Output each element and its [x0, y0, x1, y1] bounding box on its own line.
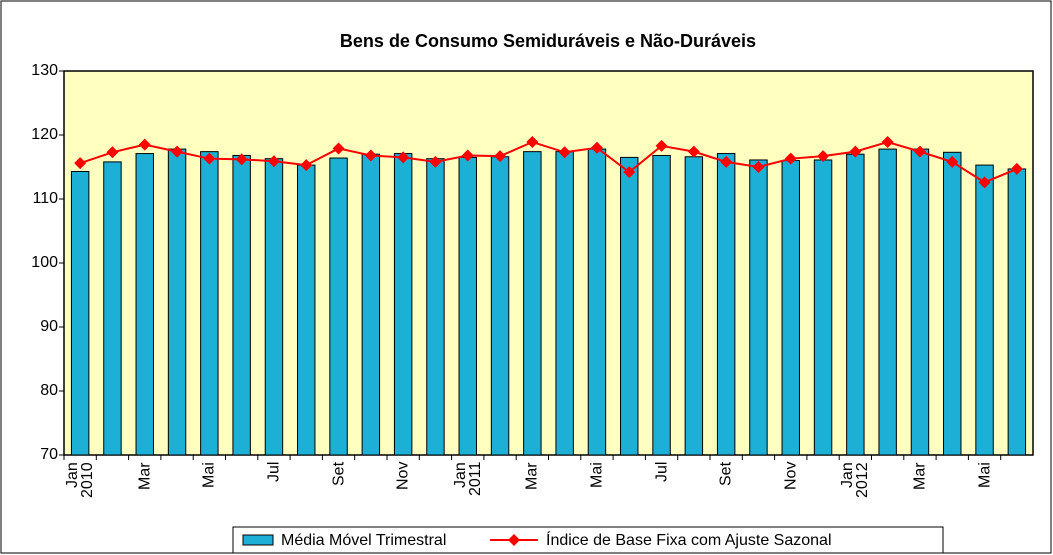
y-tick-label: 130: [31, 62, 58, 79]
marker: [687, 145, 700, 158]
marker: [752, 161, 765, 173]
marker: [978, 176, 991, 189]
x-tick-label: Nov: [394, 462, 412, 491]
x-tick-label: Jul: [653, 462, 671, 483]
x-tick-label: Jan 2012: [839, 462, 872, 498]
bar: [749, 159, 768, 456]
bar: [329, 157, 348, 456]
marker: [590, 141, 603, 154]
x-tick-label: Set: [330, 462, 348, 487]
bar: [555, 151, 574, 456]
bar: [458, 156, 477, 456]
marker: [655, 139, 668, 152]
marker: [946, 155, 959, 168]
marker: [881, 136, 894, 149]
x-tick-label: Mai: [588, 462, 606, 488]
y-tick-label: 120: [31, 126, 58, 143]
marker: [720, 155, 733, 168]
x-tick-label: Mai: [200, 462, 218, 488]
marker: [784, 152, 797, 165]
y-tick-label: 70: [40, 446, 58, 463]
x-tick-label: Jan 2010: [64, 462, 97, 498]
bar: [652, 154, 671, 456]
marker: [397, 151, 410, 164]
bar: [490, 156, 510, 456]
y-tick-label: 110: [32, 190, 58, 207]
marker: [300, 159, 313, 172]
bar: [716, 153, 736, 456]
bar: [426, 158, 445, 456]
bar: [846, 153, 865, 456]
bar: [297, 164, 316, 456]
bar: [587, 148, 607, 456]
marker: [267, 155, 280, 168]
marker: [203, 152, 216, 165]
bar: [878, 148, 897, 456]
marker: [364, 149, 377, 162]
marker: [849, 145, 862, 158]
x-tick-label: Jan 2011: [451, 462, 484, 497]
marker: [461, 149, 474, 162]
x-tick-label: Nov: [782, 462, 800, 491]
x-tick-label: Mai: [976, 462, 994, 488]
chart-title: Bens de Consumo Semiduráveis e Não-Duráv…: [340, 31, 756, 51]
plot-area: [63, 70, 1034, 456]
bar: [943, 151, 962, 456]
legend-label: Média Móvel Trimestral: [281, 532, 446, 549]
marker: [913, 145, 926, 158]
bar: [910, 148, 930, 456]
marker: [332, 142, 345, 155]
x-tick-label: Mar: [523, 462, 541, 490]
legend-marker: [508, 534, 520, 546]
marker: [235, 153, 248, 166]
bar: [523, 151, 542, 456]
bar: [975, 164, 994, 456]
y-tick-label: 90: [40, 318, 58, 335]
bar: [135, 153, 154, 456]
marker: [429, 155, 442, 168]
bar: [684, 156, 704, 456]
y-tick-label: 100: [31, 254, 58, 271]
bar: [200, 151, 219, 456]
x-tick-label: Mar: [911, 462, 929, 490]
x-tick-label: Jul: [265, 462, 283, 483]
legend-box: [232, 526, 944, 554]
x-tick-label: Mar: [136, 462, 154, 490]
marker: [1010, 162, 1023, 175]
x-tick-label: Set: [717, 462, 735, 487]
bar: [361, 153, 381, 456]
marker: [558, 146, 571, 159]
bar: [70, 170, 90, 456]
marker: [106, 146, 119, 159]
y-tick-label: 80: [40, 382, 58, 399]
bar: [393, 153, 413, 456]
bar: [1007, 168, 1027, 456]
bar: [620, 156, 639, 456]
bar: [781, 160, 800, 456]
legend-label: Índice de Base Fixa com Ajuste Sazonal: [546, 530, 832, 549]
bar: [232, 154, 251, 456]
legend-swatch: [242, 534, 274, 546]
bar: [264, 158, 284, 456]
marker: [526, 136, 539, 149]
bar: [813, 159, 833, 456]
bar: [167, 148, 187, 456]
marker: [171, 145, 184, 158]
marker: [623, 166, 636, 179]
bar: [103, 161, 122, 456]
marker: [138, 138, 151, 151]
marker: [817, 150, 830, 163]
marker: [74, 157, 87, 170]
marker: [494, 150, 507, 163]
